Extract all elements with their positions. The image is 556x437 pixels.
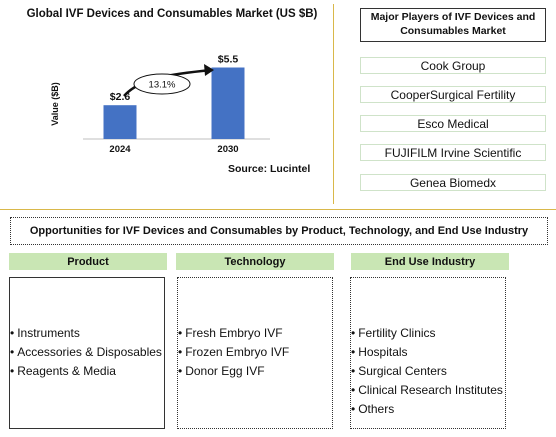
player-genea-biomedx: Genea Biomedx [360,174,546,191]
x-tick-2024: 2024 [109,144,131,155]
players-header: Major Players of IVF Devices and Consuma… [360,8,546,42]
horizontal-divider [0,209,556,210]
list-item: Reagents & Media [10,362,164,381]
player-esco-medical: Esco Medical [360,115,546,132]
product-list-box: Instruments Accessories & Disposables Re… [9,277,165,429]
list-item: Fertility Clinics [351,324,505,343]
player-fujifilm: FUJIFILM Irvine Scientific [360,144,546,161]
player-cook-group: Cook Group [360,57,546,74]
chart-title: Global IVF Devices and Consumables Marke… [26,8,318,20]
growth-arrow-head [204,64,214,76]
data-label-2030: $5.5 [218,54,239,66]
list-item: Accessories & Disposables [10,343,164,362]
list-item: Surgical Centers [351,362,505,381]
list-item: Frozen Embryo IVF [178,343,332,362]
list-item: Clinical Research Institutes [351,381,505,400]
list-item: Fresh Embryo IVF [178,324,332,343]
bar-2024 [103,105,137,139]
player-coopersurgical: CooperSurgical Fertility [360,86,546,103]
list-item: Others [351,400,505,419]
bar-2030 [211,67,245,139]
technology-list-box: Fresh Embryo IVF Frozen Embryo IVF Donor… [177,277,333,429]
cagr-ellipse [133,73,191,95]
x-tick-2030: 2030 [217,144,238,155]
y-axis-label: Value ($B) [50,82,60,126]
end-use-list-box: Fertility Clinics Hospitals Surgical Cen… [350,277,506,429]
list-item: Hospitals [351,343,505,362]
list-item: Instruments [10,324,164,343]
source-note: Source: Lucintel [228,163,311,175]
list-item: Donor Egg IVF [178,362,332,381]
opportunities-title: Opportunities for IVF Devices and Consum… [10,217,548,245]
product-header: Product [9,253,167,270]
end-use-header: End Use Industry [351,253,509,270]
technology-header: Technology [176,253,334,270]
vertical-divider [333,4,334,204]
cagr-label: 13.1% [149,80,176,91]
